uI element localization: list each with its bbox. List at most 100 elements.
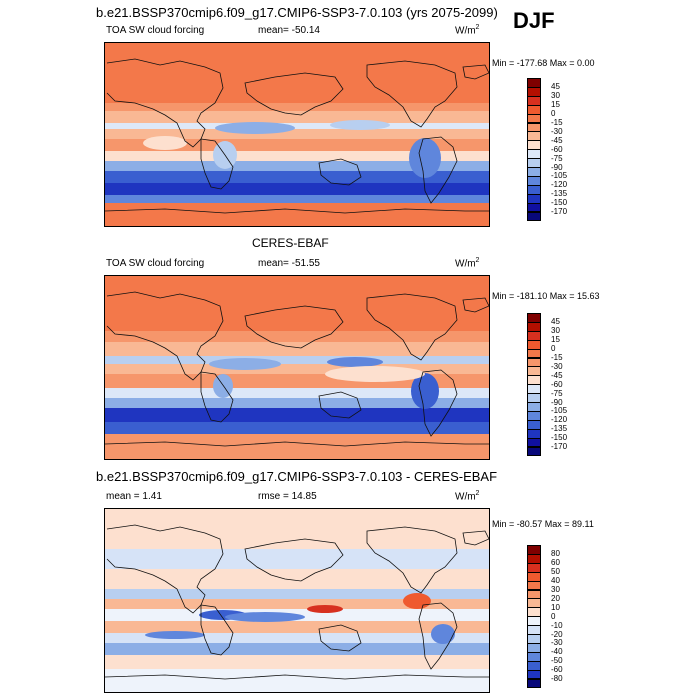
field-anomaly [411, 373, 439, 409]
colorbar-tick-label: -45 [551, 135, 563, 145]
panel2-map [104, 275, 490, 460]
colorbar-tick-label: -45 [551, 370, 563, 380]
colorbar-tick-label: -75 [551, 388, 563, 398]
colorbar-tick-label: 30 [551, 91, 560, 101]
colorbar-tick-label: -150 [551, 433, 568, 443]
panel2-title: CERES-EBAF [252, 236, 329, 250]
colorbar-tick-label: 15 [551, 100, 560, 110]
coastline [106, 524, 224, 614]
coastline [462, 530, 489, 546]
field-band [105, 509, 489, 549]
field-band [105, 398, 489, 408]
panel3-mean: mean = 1.41 [106, 491, 162, 502]
colorbar-tick-label: 45 [551, 317, 560, 327]
coastline [105, 674, 489, 680]
field-anomaly [213, 374, 233, 398]
colorbar-tick-label: -30 [551, 638, 563, 648]
panel3-rmse: rmse = 14.85 [258, 491, 317, 502]
colorbar-tick-label: 30 [551, 585, 560, 594]
coastline [200, 371, 234, 423]
field-band [105, 356, 489, 364]
colorbar-tick-label: -10 [551, 620, 563, 630]
panel3-map [104, 508, 490, 693]
coastline [244, 305, 344, 349]
panel1-variable-label: TOA SW cloud forcing [106, 25, 205, 36]
field-band [105, 408, 489, 422]
field-band [105, 569, 489, 589]
colorbar-tick-label: -170 [551, 207, 568, 216]
colorbar-tick-label: -105 [551, 406, 568, 416]
panel3-unit: W/m2 [455, 490, 480, 503]
colorbar-tick-label: -80 [551, 674, 563, 683]
field-anomaly [403, 593, 431, 609]
coastline [200, 604, 234, 656]
field-anomaly [307, 605, 343, 613]
panel3-title: b.e21.BSSP370cmip6.f09_g17.CMIP6-SSP3-7.… [96, 469, 498, 484]
colorbar-tick-label: -120 [551, 180, 568, 190]
panel1-map [104, 42, 490, 227]
field-anomaly [327, 357, 383, 367]
colorbar-tick-label: -40 [551, 647, 563, 657]
season-label: DJF [513, 8, 555, 33]
field-band [105, 151, 489, 161]
colorbar-tick-label: 45 [551, 82, 560, 92]
coastline [105, 208, 489, 214]
colorbar-tick-label: -150 [551, 198, 568, 208]
colorbar-tick-label: 10 [551, 602, 560, 612]
panel3-minmax: Min = -80.57 Max = 89.11 [492, 519, 594, 529]
coastline [418, 602, 458, 670]
colorbar-tick-label: -170 [551, 442, 568, 451]
field-band [105, 129, 489, 139]
field-band [105, 203, 489, 226]
colorbar-swatch [527, 446, 541, 457]
field-anomaly [431, 624, 455, 644]
panel1-minmax: Min = -177.68 Max = 0.00 [492, 58, 595, 68]
coastline [366, 60, 458, 128]
field-band [105, 195, 489, 203]
colorbar-tick-label: 40 [551, 576, 560, 586]
field-band [105, 364, 489, 374]
colorbar-tick-label: -90 [551, 162, 563, 172]
field-band [105, 111, 489, 123]
field-band [105, 123, 489, 129]
colorbar-tick-label: 15 [551, 335, 560, 345]
colorbar-tick-label: -30 [551, 361, 563, 371]
colorbar-swatch [527, 678, 541, 689]
coastline [106, 58, 224, 148]
colorbar-swatch [527, 211, 541, 222]
field-band [105, 655, 489, 669]
colorbar-tick-label: -15 [551, 353, 563, 362]
field-band [105, 434, 489, 459]
coastline [462, 297, 489, 313]
colorbar-tick-label: -135 [551, 424, 568, 434]
field-anomaly [209, 358, 281, 370]
field-band [105, 621, 489, 633]
colorbar-tick-label: 50 [551, 567, 560, 577]
panel1-title: b.e21.BSSP370cmip6.f09_g17.CMIP6-SSP3-7.… [96, 5, 498, 20]
field-band [105, 171, 489, 183]
field-band [105, 183, 489, 195]
field-band [105, 276, 489, 331]
field-band [105, 422, 489, 434]
colorbar-tick-label: 0 [551, 611, 556, 621]
colorbar-tick-label: -50 [551, 656, 563, 666]
field-anomaly [143, 136, 187, 150]
panel2-minmax: Min = -181.10 Max = 15.63 [492, 291, 600, 301]
coastline [366, 526, 458, 594]
colorbar-tick-label: 0 [551, 109, 556, 119]
coastline [318, 624, 362, 652]
field-anomaly [215, 122, 295, 134]
colorbar-tick-label: -60 [551, 379, 563, 389]
colorbar-tick-label: 0 [551, 344, 556, 354]
colorbar-tick-label: 20 [551, 593, 560, 603]
colorbar-tick-label: -60 [551, 665, 563, 675]
field-band [105, 103, 489, 111]
colorbar-tick-label: -20 [551, 629, 563, 639]
coastline [106, 291, 224, 381]
colorbar-tick-label: -60 [551, 144, 563, 154]
field-band [105, 388, 489, 398]
coastline [366, 293, 458, 361]
colorbar-tick-label: -135 [551, 189, 568, 199]
colorbar-tick-label: -90 [551, 397, 563, 407]
coastline [244, 72, 344, 116]
